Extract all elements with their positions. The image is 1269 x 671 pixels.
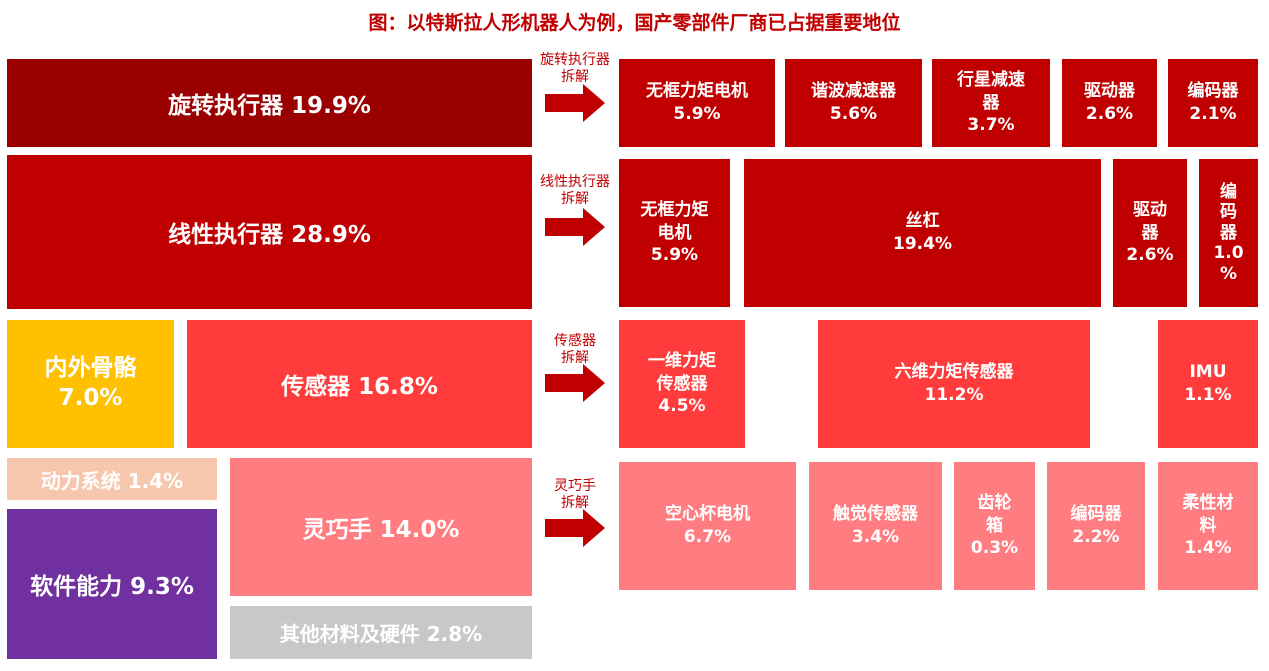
part-percent: 19.4%: [893, 234, 952, 254]
hand-part-coreless-motor: 空心杯电机 6.7%: [619, 462, 796, 590]
part-percent: 5.9%: [673, 104, 721, 124]
label-line: 拆解: [561, 69, 589, 85]
sensor-block: 传感器 16.8%: [187, 320, 532, 448]
page-title: 图：以特斯拉人形机器人为例，国产零部件厂商已占据重要地位: [368, 12, 901, 34]
rotary-part-driver: 驱动器 2.6%: [1062, 59, 1157, 147]
rotary-breakdown-label: 旋转执行器 拆解: [528, 52, 622, 86]
label-line: 拆解: [561, 191, 589, 207]
part-name: 编码器: [1070, 504, 1122, 525]
part-name: 丝杠: [905, 211, 940, 232]
label-line: 传感器: [554, 333, 596, 349]
linear-part-frameless-motor: 无框力矩 电机 5.9%: [619, 159, 730, 307]
part-percent: 6.7%: [683, 527, 732, 547]
dexterous-hand-block: 灵巧手 14.0%: [230, 458, 532, 596]
skeleton-name: 内外骨骼: [44, 355, 137, 382]
part-name: 谐波减速器: [811, 81, 896, 102]
part-name: 器: [982, 92, 1000, 113]
part-percent: 5.6%: [829, 104, 878, 124]
part-percent: 3.4%: [851, 527, 900, 547]
part-name: 一维力矩: [648, 350, 716, 371]
part-name: 器: [1141, 222, 1159, 243]
hand-part-encoder: 编码器 2.2%: [1047, 462, 1145, 590]
part-percent: 2.2%: [1072, 527, 1120, 547]
part-name: 器: [1220, 222, 1237, 243]
part-percent: %: [1219, 263, 1238, 284]
right-arrow-icon: [545, 364, 605, 402]
part-percent: 0.3%: [970, 538, 1019, 559]
right-arrow-icon: [545, 509, 605, 547]
hand-part-flexible-material: 柔性材 料 1.4%: [1158, 462, 1258, 590]
part-name: 箱: [986, 515, 1003, 536]
hand-part-gearbox: 齿轮 箱 0.3%: [954, 462, 1035, 590]
part-name: 驱动器: [1084, 81, 1135, 102]
skeleton-block: 内外骨骼 7.0%: [7, 320, 174, 448]
part-name: 行星减速: [957, 69, 1025, 90]
part-percent: 2.6%: [1085, 104, 1134, 124]
linear-part-lead-screw: 丝杠 19.4%: [744, 159, 1101, 307]
part-percent: 1.0: [1213, 243, 1244, 264]
sensor-breakdown-label: 传感器 拆解: [528, 333, 622, 367]
part-name: IMU: [1189, 362, 1227, 383]
part-name: 齿轮: [977, 492, 1012, 513]
power-system-block: 动力系统 1.4%: [7, 458, 217, 500]
part-name: 触觉传感器: [833, 504, 918, 525]
part-name: 空心杯电机: [665, 504, 750, 525]
part-name: 无框力矩电机: [646, 81, 748, 102]
part-name: 料: [1199, 515, 1217, 536]
part-name: 编: [1220, 182, 1237, 203]
part-name: 传感器: [656, 373, 708, 394]
linear-actuator-block: 线性执行器 28.9%: [7, 155, 532, 309]
rotary-part-planetary-reducer: 行星减速 器 3.7%: [932, 59, 1050, 147]
right-arrow-icon: [545, 208, 605, 246]
part-name: 码: [1220, 202, 1237, 223]
part-name: 编码器: [1187, 81, 1239, 102]
part-percent: 11.2%: [924, 385, 984, 405]
label-line: 拆解: [561, 350, 589, 366]
part-percent: 1.4%: [1184, 538, 1232, 559]
label-line: 拆解: [561, 495, 589, 511]
rotary-actuator-block: 旋转执行器 19.9%: [7, 59, 532, 147]
right-arrow-icon: [545, 84, 605, 122]
sensor-part-6d-torque: 六维力矩传感器 11.2%: [818, 320, 1090, 448]
part-percent: 4.5%: [658, 396, 706, 417]
hand-breakdown-label: 灵巧手 拆解: [528, 478, 622, 512]
linear-part-encoder: 编 码 器 1.0 %: [1199, 159, 1258, 307]
software-block: 软件能力 9.3%: [7, 509, 217, 659]
label-line: 灵巧手: [554, 478, 596, 494]
other-hardware-block: 其他材料及硬件 2.8%: [230, 606, 532, 659]
part-percent: 2.1%: [1189, 104, 1237, 124]
part-percent: 3.7%: [967, 115, 1015, 136]
part-name: 驱动: [1133, 199, 1167, 220]
part-percent: 2.6%: [1126, 245, 1174, 266]
sensor-part-imu: IMU 1.1%: [1158, 320, 1258, 448]
linear-part-driver: 驱动 器 2.6%: [1113, 159, 1187, 307]
rotary-part-harmonic-reducer: 谐波减速器 5.6%: [785, 59, 922, 147]
part-name: 电机: [657, 222, 692, 243]
part-name: 六维力矩传感器: [894, 362, 1014, 383]
sensor-part-1d-torque: 一维力矩 传感器 4.5%: [619, 320, 745, 448]
linear-breakdown-label: 线性执行器 拆解: [528, 174, 622, 208]
label-line: 线性执行器: [540, 174, 610, 190]
rotary-part-encoder: 编码器 2.1%: [1168, 59, 1258, 147]
part-percent: 5.9%: [650, 245, 699, 266]
part-percent: 1.1%: [1184, 385, 1232, 405]
skeleton-percent: 7.0%: [58, 385, 123, 411]
part-name: 柔性材: [1182, 492, 1234, 513]
part-name: 无框力矩: [640, 199, 709, 220]
label-line: 旋转执行器: [540, 52, 610, 68]
hand-part-tactile-sensor: 触觉传感器 3.4%: [809, 462, 942, 590]
rotary-part-frameless-motor: 无框力矩电机 5.9%: [619, 59, 775, 147]
